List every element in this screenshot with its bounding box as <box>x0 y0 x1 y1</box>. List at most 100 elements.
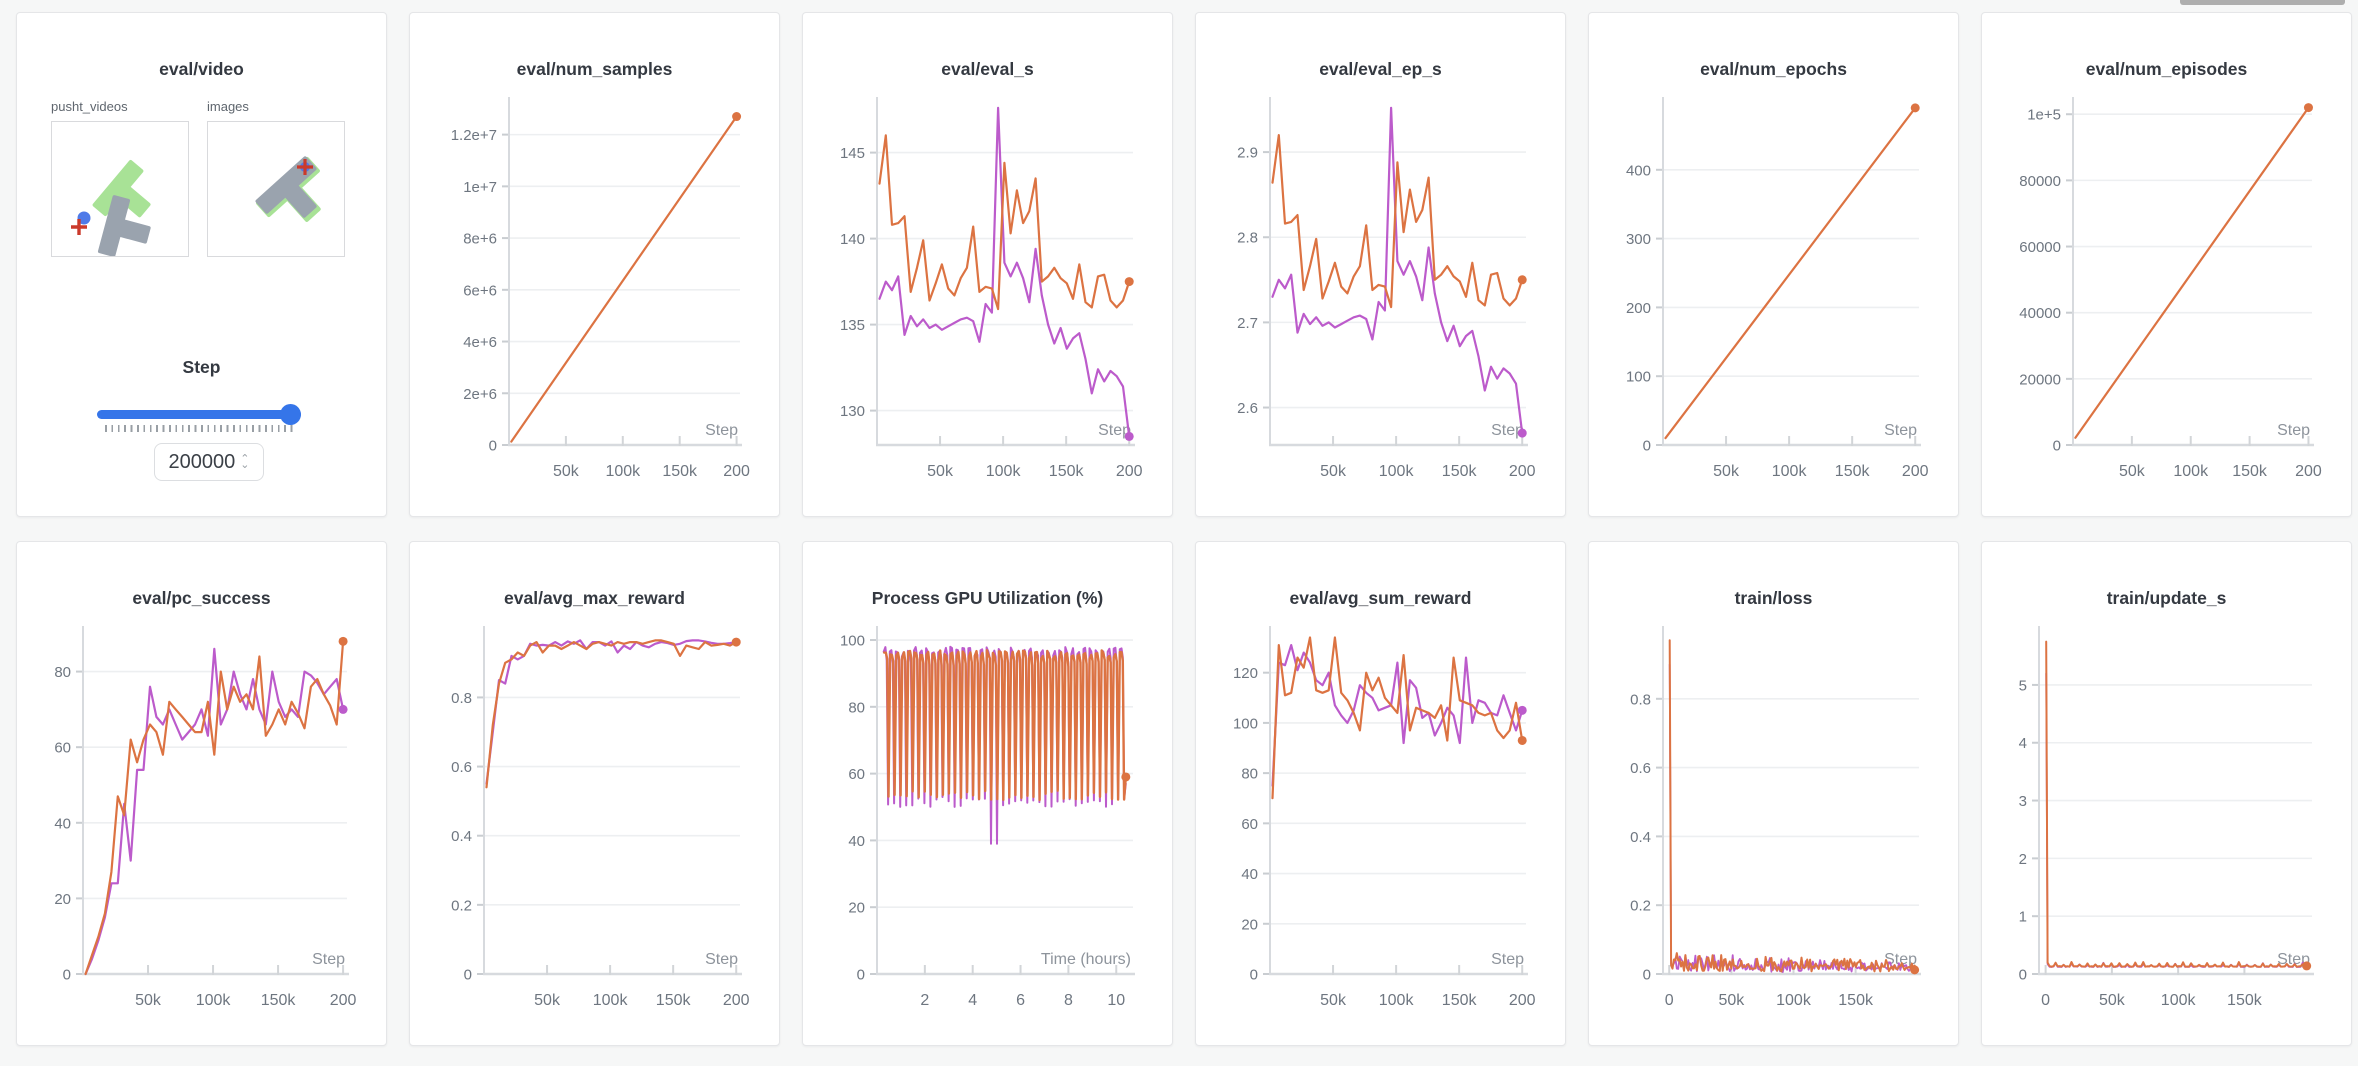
svg-text:50k: 50k <box>1320 463 1347 480</box>
eval-eval-s-panel: eval/eval_s 130 135 140 145 50k 100k 150k 200 Ste… <box>802 12 1173 517</box>
eval-eval-ep-s-chart[interactable]: 2.6 2.7 2.8 2.9 50k 100k 150k 200 Step <box>1196 13 1567 518</box>
chart-title: eval/eval_ep_s <box>1319 59 1442 79</box>
svg-text:50k: 50k <box>927 463 954 480</box>
svg-text:400: 400 <box>1626 162 1651 179</box>
stepper-arrows: ⌃ ⌄ <box>240 453 250 471</box>
media-pusht-videos: pusht_videos <box>51 99 191 257</box>
svg-text:200: 200 <box>1902 463 1929 480</box>
process-gpu-utilization-chart[interactable]: 0 20 40 60 80 100 2 4 6 8 10 Time (hours) <box>803 542 1174 1047</box>
svg-text:40: 40 <box>1241 866 1258 883</box>
step-slider-thumb[interactable] <box>280 404 301 425</box>
chart-title: Process GPU Utilization (%) <box>871 588 1104 608</box>
orange-run-line <box>1664 106 1917 440</box>
x-axis-label: Step <box>1491 951 1524 968</box>
svg-text:5: 5 <box>2019 677 2027 694</box>
svg-text:2.7: 2.7 <box>1237 315 1258 332</box>
purple-run-line <box>2045 672 2308 968</box>
svg-text:2: 2 <box>920 992 929 1009</box>
eval-num-epochs-chart[interactable]: 0 100 200 300 400 50k 100k 150k 200 Step <box>1589 13 1960 518</box>
svg-text:2: 2 <box>2019 851 2027 868</box>
purple-run-line <box>1271 106 1524 435</box>
svg-text:50k: 50k <box>2119 463 2146 480</box>
media-row: pusht_videos <box>51 99 347 257</box>
svg-text:100: 100 <box>1233 715 1258 732</box>
top-edge-ui-fragment <box>2180 0 2345 5</box>
svg-text:100k: 100k <box>1772 463 1808 480</box>
x-axis-label: Time (hours) <box>1041 951 1131 968</box>
orange-run-endpoint-dot <box>2302 961 2312 971</box>
step-input-value[interactable]: 200000 <box>168 450 236 473</box>
svg-text:0.2: 0.2 <box>1630 898 1651 915</box>
svg-text:0: 0 <box>1643 967 1651 984</box>
train-loss-chart[interactable]: 0 0.2 0.4 0.6 0.8 0 50k 100k 150k Step <box>1589 542 1960 1047</box>
step-input[interactable]: 200000 ⌃ ⌄ <box>154 443 264 481</box>
chart-title: eval/num_samples <box>516 59 673 79</box>
svg-text:100k: 100k <box>1379 463 1415 480</box>
x-axis-label: Step <box>1098 422 1131 439</box>
svg-text:0.4: 0.4 <box>451 828 472 845</box>
stepper-down-icon[interactable]: ⌄ <box>240 459 250 471</box>
svg-text:0.2: 0.2 <box>451 897 472 914</box>
orange-run-endpoint-dot <box>2303 103 2313 113</box>
eval-num-episodes-panel: eval/num_episodes 0 20000 40000 60000 80000 1e… <box>1981 12 2352 517</box>
svg-text:200: 200 <box>330 992 357 1009</box>
step-slider-ticks <box>105 425 293 432</box>
chart-title: eval/avg_max_reward <box>504 588 685 608</box>
svg-text:150k: 150k <box>662 463 698 480</box>
svg-text:4: 4 <box>968 992 977 1009</box>
svg-text:1: 1 <box>2019 909 2027 926</box>
eval-num-epochs-panel: eval/num_epochs 0 100 200 300 400 50k 100k 150k 2… <box>1588 12 1959 517</box>
svg-text:150k: 150k <box>1442 463 1478 480</box>
svg-text:2.8: 2.8 <box>1237 230 1258 247</box>
images-thumbnail[interactable] <box>207 121 345 257</box>
svg-text:0: 0 <box>2053 438 2061 455</box>
svg-text:20: 20 <box>848 900 865 917</box>
svg-text:100k: 100k <box>593 992 629 1009</box>
svg-text:8e+6: 8e+6 <box>463 231 497 248</box>
svg-text:20: 20 <box>54 891 71 908</box>
eval-avg-sum-reward-chart[interactable]: 0 20 40 60 80 100 120 50k 100k 150k 200 Step <box>1196 542 1567 1047</box>
orange-run-line <box>1271 133 1524 309</box>
panel-title: eval/video <box>159 59 244 79</box>
svg-text:100: 100 <box>1626 369 1651 386</box>
step-slider[interactable] <box>97 410 301 419</box>
x-axis-label: Step <box>1884 422 1917 439</box>
target-cross <box>71 219 87 235</box>
svg-text:60000: 60000 <box>2019 239 2061 256</box>
svg-text:150k: 150k <box>1838 992 1874 1009</box>
svg-text:100k: 100k <box>986 463 1022 480</box>
svg-text:2.6: 2.6 <box>1237 400 1258 417</box>
svg-text:2.9: 2.9 <box>1237 145 1258 162</box>
svg-text:80: 80 <box>848 699 865 716</box>
eval-num-samples-chart[interactable]: 0 2e+6 4e+6 6e+6 8e+6 1e+7 1.2e+7 50k 100k 150k 20… <box>410 13 781 518</box>
eval-num-samples-panel: eval/num_samples 0 2e+6 4e+6 6e+6 8e+6 1e+7 1.2… <box>409 12 780 517</box>
svg-text:1.2e+7: 1.2e+7 <box>451 127 497 144</box>
pusht-videos-thumbnail[interactable] <box>51 121 189 257</box>
stepper-up-icon[interactable]: ⌃ <box>240 453 250 465</box>
chart-title: eval/eval_s <box>941 59 1034 79</box>
eval-avg-sum-reward-panel: eval/avg_sum_reward 0 20 40 60 80 100 120 50k 100… <box>1195 541 1566 1046</box>
orange-run-endpoint-dot <box>731 637 741 647</box>
purple-run-line <box>84 647 345 976</box>
svg-text:150k: 150k <box>1049 463 1085 480</box>
svg-text:50k: 50k <box>1713 463 1740 480</box>
svg-text:150k: 150k <box>1835 463 1871 480</box>
eval-pc-success-chart[interactable]: 0 20 40 60 80 50k 100k 150k 200 Step <box>17 542 388 1047</box>
svg-text:100k: 100k <box>605 463 641 480</box>
orange-run-endpoint-dot <box>1124 277 1134 287</box>
svg-text:100: 100 <box>840 633 865 650</box>
svg-text:80: 80 <box>1241 766 1258 783</box>
orange-run-endpoint-dot <box>732 112 742 122</box>
eval-avg-max-reward-chart[interactable]: 0 0.2 0.4 0.6 0.8 50k 100k 150k 200 Step <box>410 542 781 1047</box>
eval-num-episodes-chart[interactable]: 0 20000 40000 60000 80000 1e+5 50k 100k 150k 200 S… <box>1982 13 2353 518</box>
svg-text:100k: 100k <box>2173 463 2209 480</box>
purple-run-line <box>1668 663 1916 974</box>
svg-text:200: 200 <box>723 992 750 1009</box>
purple-run-line <box>485 639 738 785</box>
svg-text:20000: 20000 <box>2019 371 2061 388</box>
eval-eval-s-chart[interactable]: 130 135 140 145 50k 100k 150k 200 Step <box>803 13 1174 518</box>
svg-text:300: 300 <box>1626 231 1651 248</box>
svg-text:2e+6: 2e+6 <box>463 386 497 403</box>
svg-text:200: 200 <box>1626 300 1651 317</box>
